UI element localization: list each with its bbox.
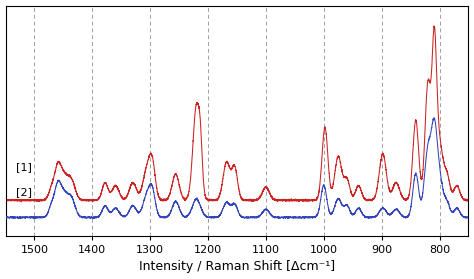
Text: [1]: [1] [16, 162, 32, 172]
Text: [2]: [2] [16, 187, 32, 197]
X-axis label: Intensity / Raman Shift [Δcm⁻¹]: Intensity / Raman Shift [Δcm⁻¹] [139, 260, 335, 273]
